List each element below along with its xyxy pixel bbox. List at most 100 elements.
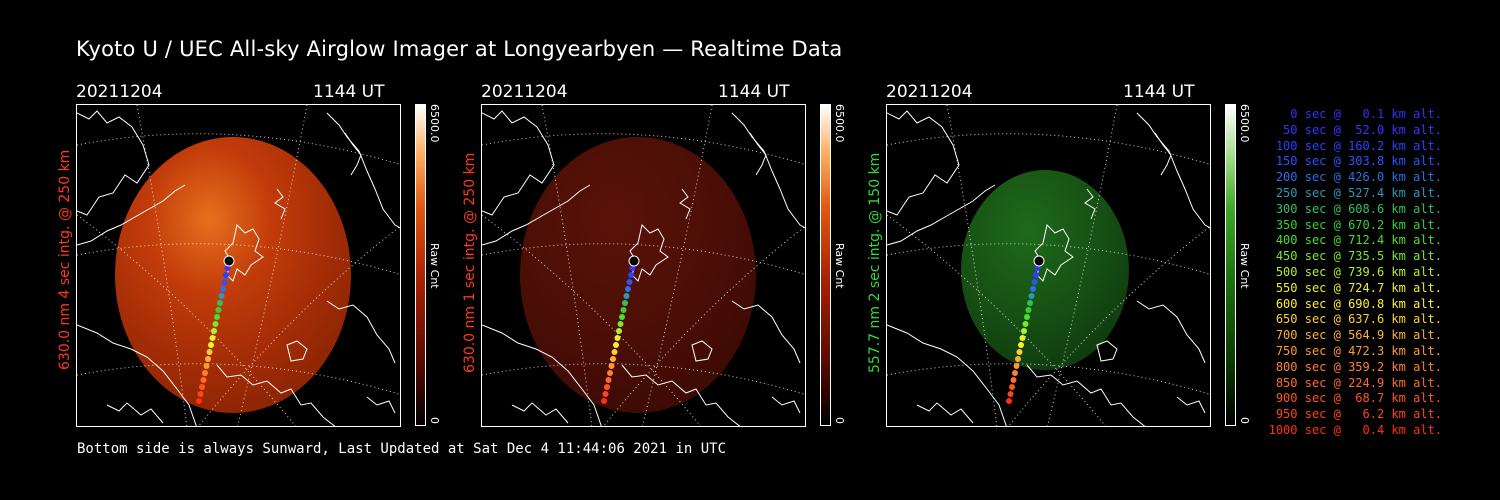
trajectory-point bbox=[1010, 377, 1017, 383]
legend-entry: 1000 sec @ 0.4 km alt. bbox=[1268, 422, 1442, 437]
panel-3-image bbox=[886, 104, 1211, 427]
trajectory-point bbox=[1018, 342, 1024, 348]
footer-status: Bottom side is always Sunward, Last Upda… bbox=[77, 441, 727, 457]
trajectory-point bbox=[205, 356, 211, 362]
trajectory-point bbox=[617, 321, 624, 327]
trajectory-point bbox=[206, 349, 213, 355]
trajectory-point bbox=[218, 293, 225, 299]
trajectory bbox=[196, 255, 235, 404]
altitude-legend: 0 sec @ 0.1 km alt. 50 sec @ 52.0 km alt… bbox=[1262, 107, 1442, 439]
legend-entry: 700 sec @ 564.9 km alt. bbox=[1275, 328, 1442, 343]
trajectory-point bbox=[623, 293, 630, 299]
graticule bbox=[887, 105, 1210, 426]
trajectory-point bbox=[625, 286, 631, 292]
legend-entry: 150 sec @ 303.8 km alt. bbox=[1275, 154, 1442, 169]
trajectory-point bbox=[209, 335, 216, 341]
trajectory-point bbox=[200, 377, 207, 383]
legend-entry: 300 sec @ 608.6 km alt. bbox=[1275, 201, 1442, 216]
legend-entry: 100 sec @ 160.2 km alt. bbox=[1275, 138, 1442, 153]
panel-1-date: 20211204 bbox=[76, 82, 163, 102]
trajectory-point bbox=[619, 314, 625, 320]
panel-2-time: 1144 UT bbox=[718, 82, 790, 102]
trajectory-point bbox=[1007, 391, 1014, 397]
trajectory-point bbox=[605, 377, 612, 383]
trajectory bbox=[1006, 255, 1045, 404]
legend-entry: 950 sec @ 6.2 km alt. bbox=[1275, 407, 1442, 422]
trajectory-point bbox=[613, 342, 619, 348]
trajectory-point bbox=[1019, 335, 1026, 341]
panel-3-cbar-max: 6500.0 bbox=[1238, 104, 1251, 143]
trajectory-point bbox=[220, 286, 226, 292]
panel-3-cbar-min: 0 bbox=[1238, 417, 1251, 424]
airglow-ellipse bbox=[115, 137, 351, 413]
panel-3-cbar-title: Raw Cnt bbox=[1238, 243, 1251, 289]
trajectory-point bbox=[1030, 286, 1036, 292]
panel-3-date: 20211204 bbox=[886, 82, 973, 102]
legend-entry: 600 sec @ 690.8 km alt. bbox=[1275, 296, 1442, 311]
panel-1-cbar-min: 0 bbox=[428, 417, 441, 424]
launch-site-marker bbox=[1033, 255, 1045, 267]
coastline bbox=[77, 110, 400, 426]
trajectory-point bbox=[212, 321, 219, 327]
coastline bbox=[482, 110, 805, 426]
trajectory-point bbox=[223, 272, 229, 278]
trajectory-point bbox=[616, 328, 622, 334]
trajectory-point bbox=[622, 300, 628, 306]
trajectory-point bbox=[1016, 349, 1023, 355]
trajectory-point bbox=[217, 300, 223, 306]
trajectory-point bbox=[1022, 321, 1029, 327]
trajectory-point bbox=[208, 342, 214, 348]
trajectory-point bbox=[626, 279, 633, 285]
graticule bbox=[77, 105, 400, 426]
trajectory-point bbox=[610, 356, 616, 362]
legend-entry: 500 sec @ 739.6 km alt. bbox=[1275, 264, 1442, 279]
panel-1-cbar-max: 6500.0 bbox=[428, 104, 441, 143]
panel-2-colorbar bbox=[820, 104, 831, 426]
legend-entry: 900 sec @ 68.7 km alt. bbox=[1275, 391, 1442, 406]
legend-entry: 0 sec @ 0.1 km alt. bbox=[1275, 107, 1442, 121]
airglow-ellipse bbox=[961, 170, 1129, 370]
panel-1-colorbar bbox=[415, 104, 426, 426]
trajectory-point bbox=[199, 384, 205, 390]
legend-entry: 550 sec @ 724.7 km alt. bbox=[1275, 280, 1442, 295]
launch-site-marker bbox=[223, 255, 235, 267]
legend-entry: 200 sec @ 426.0 km alt. bbox=[1275, 170, 1442, 185]
graticule bbox=[482, 105, 805, 426]
trajectory-point bbox=[211, 328, 217, 334]
trajectory-point bbox=[614, 335, 621, 341]
panel-2-date: 20211204 bbox=[481, 82, 568, 102]
page-title: Kyoto U / UEC All-sky Airglow Imager at … bbox=[76, 37, 843, 61]
legend-entry: 50 sec @ 52.0 km alt. bbox=[1275, 122, 1442, 137]
trajectory-point bbox=[1031, 279, 1038, 285]
panel-2-cbar-min: 0 bbox=[833, 417, 846, 424]
legend-entry: 850 sec @ 224.9 km alt. bbox=[1275, 375, 1442, 390]
panel-2-cbar-title: Raw Cnt bbox=[833, 243, 846, 289]
trajectory-point bbox=[1025, 307, 1032, 313]
trajectory-point bbox=[1015, 356, 1021, 362]
legend-entry: 400 sec @ 712.4 km alt. bbox=[1275, 233, 1442, 248]
trajectory-point bbox=[1013, 363, 1020, 369]
launch-site-marker bbox=[628, 255, 640, 267]
trajectory-point bbox=[604, 384, 610, 390]
trajectory-point bbox=[196, 398, 202, 404]
trajectory-point bbox=[620, 307, 627, 313]
panel-1-ylabel: 630.0 nm 4 sec intg. @ 250 km bbox=[57, 149, 73, 370]
trajectory-point bbox=[607, 370, 613, 376]
trajectory-point bbox=[197, 391, 204, 397]
trajectory-point bbox=[1006, 398, 1012, 404]
panel-2-ylabel: 630.0 nm 1 sec intg. @ 250 km bbox=[462, 152, 478, 373]
trajectory-point bbox=[628, 272, 634, 278]
trajectory bbox=[601, 255, 640, 404]
panel-1-image bbox=[76, 104, 401, 427]
panel-3-colorbar bbox=[1225, 104, 1236, 426]
legend-entry: 650 sec @ 637.6 km alt. bbox=[1275, 312, 1442, 327]
panel-3-ylabel: 557.7 nm 2 sec intg. @ 150 km bbox=[867, 152, 883, 373]
trajectory-point bbox=[1033, 272, 1039, 278]
panel-3-time: 1144 UT bbox=[1123, 82, 1195, 102]
trajectory-point bbox=[202, 370, 208, 376]
trajectory-point bbox=[1012, 370, 1018, 376]
trajectory-point bbox=[1009, 384, 1015, 390]
trajectory-point bbox=[215, 307, 222, 313]
airglow-ellipse bbox=[520, 137, 756, 413]
trajectory-point bbox=[221, 279, 228, 285]
